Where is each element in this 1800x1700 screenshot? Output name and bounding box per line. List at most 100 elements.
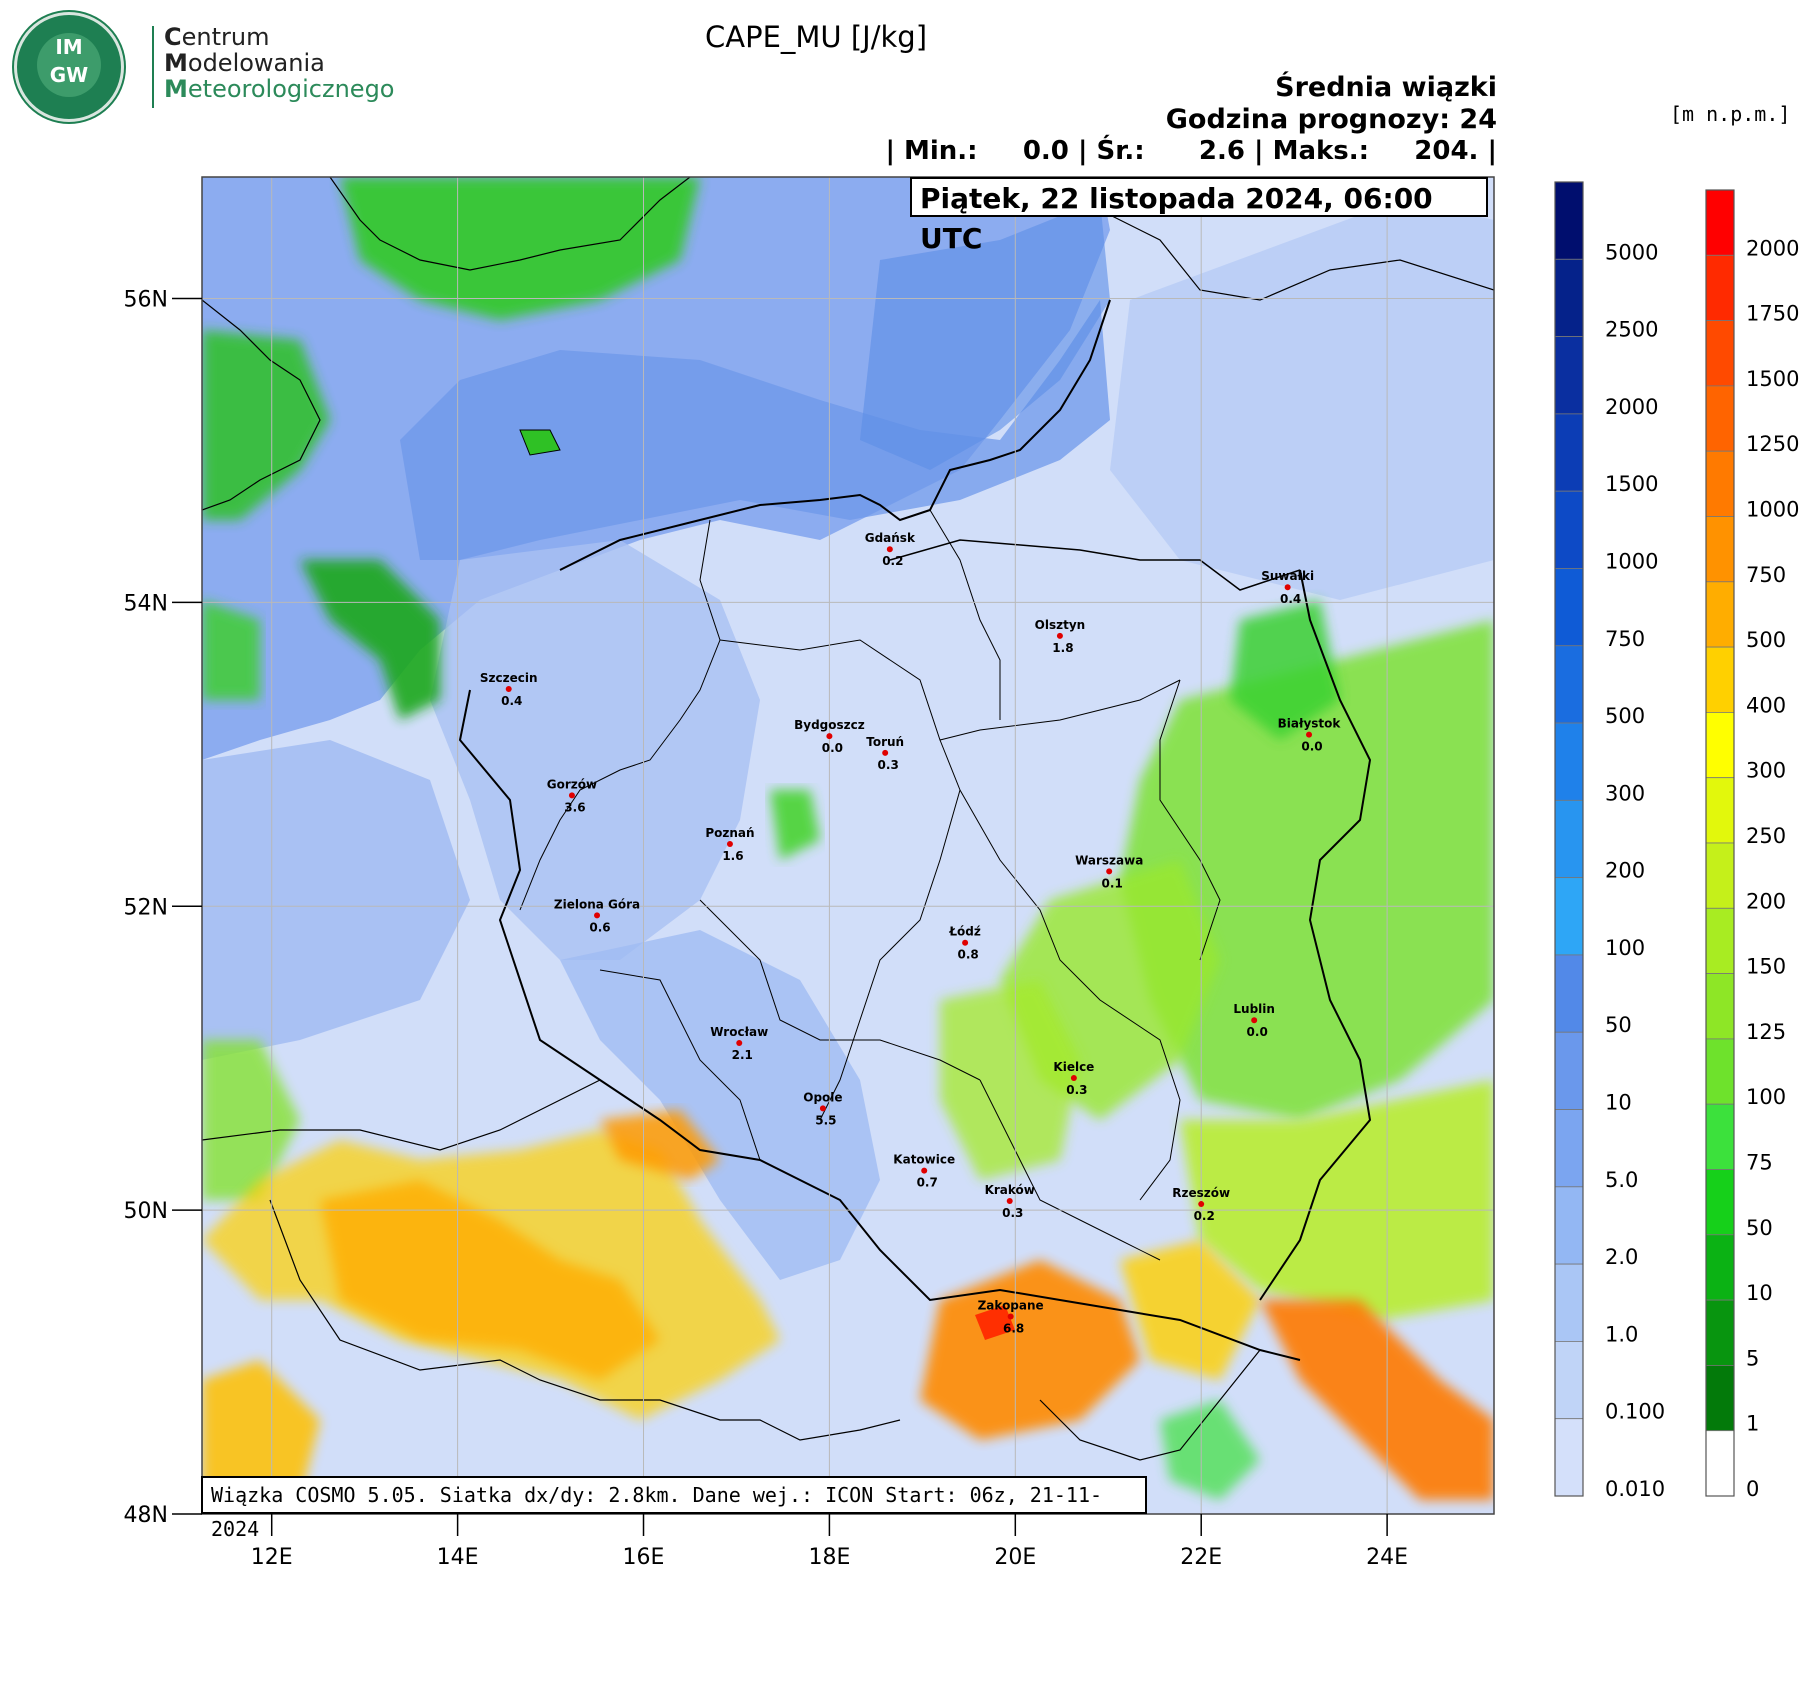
- elev-cb-segment: [1705, 189, 1735, 256]
- baltic-deep-area: [400, 300, 1110, 560]
- city-value-label: 0.3: [878, 758, 899, 772]
- voivodeship-podlasie: [1159, 679, 1221, 961]
- logo-divider: [152, 26, 154, 108]
- denmark-green: [202, 330, 330, 520]
- border-north-east: [889, 539, 1301, 591]
- city-dot: [726, 840, 733, 847]
- city-value-label: 1.8: [1052, 641, 1073, 655]
- coast-baltic-states: [1099, 209, 1494, 301]
- lon-tick-label: 24E: [1366, 1545, 1408, 1570]
- voivodeship-south: [699, 899, 981, 1081]
- cape-cb-label: 5.0: [1605, 1168, 1638, 1192]
- elev-cb-label: 1500: [1746, 367, 1799, 391]
- cape-cb-label: 10: [1605, 1091, 1632, 1115]
- city-name-label: Zielona Góra: [554, 897, 640, 911]
- elev-cb-segment: [1705, 385, 1735, 452]
- city-value-label: 2.1: [732, 1048, 753, 1062]
- city-dot: [886, 546, 893, 553]
- cape-cb-label: 1000: [1605, 549, 1658, 573]
- ukraine-green: [1180, 1080, 1494, 1320]
- cape-cb-segment: [1554, 1341, 1584, 1420]
- city-dot: [921, 1167, 928, 1174]
- stats-label: | Min.: 0.0 | Śr.: 2.6 | Maks.: 204. |: [885, 136, 1497, 166]
- cape-cb-label: 5000: [1605, 240, 1658, 264]
- elev-cb-segment: [1705, 516, 1735, 583]
- model-info-footer: Wiązka COSMO 5.05. Siatka dx/dy: 2.8km. …: [201, 1476, 1147, 1541]
- city-dot: [1006, 1198, 1013, 1205]
- elev-cb-segment: [1705, 1430, 1735, 1497]
- rugen-green: [300, 560, 440, 720]
- city-dot: [1056, 632, 1063, 639]
- coastline-poland: [559, 299, 1111, 571]
- city-dot: [594, 912, 601, 919]
- elev-cb-label: 250: [1746, 824, 1786, 848]
- elev-cb-label: 400: [1746, 693, 1786, 717]
- city-dot: [826, 733, 833, 740]
- city-name-label: Suwałki: [1261, 569, 1314, 583]
- cape-cb-segment: [1554, 1031, 1584, 1110]
- voivodeship-central: [819, 739, 961, 1121]
- voivodeship-east: [959, 789, 1181, 1201]
- lon-tick-label: 20E: [994, 1545, 1036, 1570]
- lat-tick-label: 56N: [124, 288, 168, 313]
- cape-cb-label: 300: [1605, 781, 1645, 805]
- city-value-label: 0.2: [1194, 1209, 1215, 1223]
- cape-cb-label: 0.010: [1605, 1477, 1665, 1501]
- city-name-label: Kraków: [985, 1183, 1035, 1197]
- germany-blue: [202, 740, 470, 1060]
- elev-cb-segment: [1705, 1169, 1735, 1236]
- city-name-label: Szczecin: [480, 671, 538, 685]
- voivodeship-opole: [599, 969, 761, 1161]
- elev-cb-segment: [1705, 646, 1735, 713]
- city-name-label: Opole: [803, 1090, 842, 1104]
- longitude-axis: 12E 14E 16E 18E 20E 22E 24E: [251, 1514, 1408, 1570]
- city-name-label: Warszawa: [1075, 853, 1143, 867]
- city-dot: [962, 939, 969, 946]
- grid-lines: [202, 177, 1494, 1514]
- city-name-label: Gorzów: [547, 777, 597, 791]
- cape-colorbar: 5000 2500 2000 1500 1000 750 500 300 200 100 50 10 5…: [1554, 181, 1665, 1501]
- forecast-date-box: Piątek, 22 listopada 2024, 06:00 UTC: [910, 177, 1488, 255]
- city-value-label: 0.4: [1280, 592, 1301, 606]
- elev-cb-label: 200: [1746, 889, 1786, 913]
- cape-cb-segment: [1554, 722, 1584, 801]
- elev-cb-label: 1250: [1746, 432, 1799, 456]
- elev-cb-label: 10: [1746, 1281, 1773, 1305]
- city-value-label: 0.3: [1066, 1083, 1087, 1097]
- cape-cb-label: 500: [1605, 704, 1645, 728]
- city-value-label: 0.7: [917, 1176, 938, 1190]
- elev-cb-segment: [1705, 777, 1735, 844]
- city-name-label: Poznań: [705, 826, 754, 840]
- elev-cb-label: 750: [1746, 563, 1786, 587]
- city-value-label: 0.0: [1301, 740, 1322, 754]
- city-dot: [1284, 584, 1291, 591]
- city-dot: [1070, 1074, 1077, 1081]
- city-markers: Gdańsk 0.2 Suwałki 0.4 Olsztyn 1.8 Szczecin 0.4…: [480, 531, 1341, 1335]
- germany-west-green: [202, 1040, 300, 1200]
- cape-cb-frame: [1554, 181, 1584, 1497]
- cape-cb-segment: [1554, 413, 1584, 492]
- forecast-hour-label: Godzina prognozy: 24: [1165, 104, 1497, 135]
- cape-cb-segment: [1554, 954, 1584, 1033]
- elev-cb-label: 1750: [1746, 302, 1799, 326]
- lon-tick-label: 22E: [1180, 1545, 1222, 1570]
- city-value-label: 6.8: [1003, 1321, 1024, 1335]
- cape-cb-label: 2000: [1605, 395, 1658, 419]
- city-dot: [1251, 1017, 1258, 1024]
- elev-cb-segment: [1705, 1103, 1735, 1170]
- city-name-label: Toruń: [866, 735, 904, 749]
- bydgoszcz-green: [770, 790, 820, 860]
- city-name-label: Białystok: [1278, 717, 1342, 731]
- elev-cb-label: 125: [1746, 1020, 1786, 1044]
- elev-cb-segment: [1705, 450, 1735, 517]
- lon-tick-label: 18E: [808, 1545, 850, 1570]
- elev-cb-segment: [1705, 907, 1735, 974]
- city-name-label: Olsztyn: [1035, 618, 1086, 632]
- elev-cb-segment: [1705, 581, 1735, 648]
- elev-cb-segment: [1705, 973, 1735, 1040]
- city-dot: [568, 792, 575, 799]
- inland-blue-silesia: [560, 930, 880, 1280]
- border-czech-austria: [269, 1199, 901, 1441]
- czech-orange: [320, 1180, 660, 1380]
